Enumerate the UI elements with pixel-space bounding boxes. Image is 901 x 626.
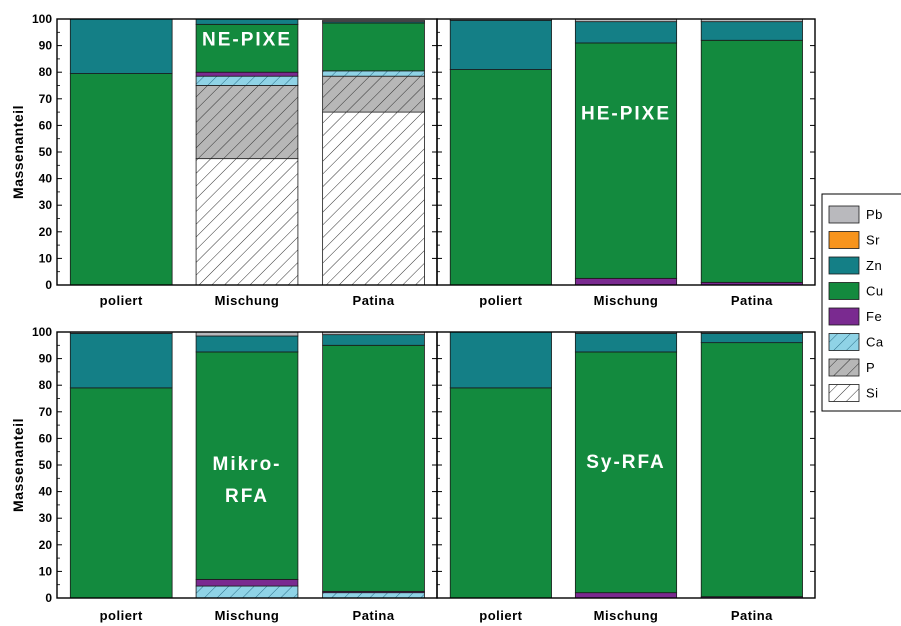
panel-title-he-pixe: HE-PIXE	[581, 104, 671, 125]
bar-segment-ne-pixe-patina-ca	[322, 70, 425, 77]
bar-segment-ne-pixe-poliert-cu	[69, 73, 173, 286]
bar-segment-mikro-rfa-mischung-fe	[195, 578, 299, 587]
bar-segment-sy-rfa-mischung-zn	[574, 332, 678, 353]
y-tick-label-ne-pixe-10: 10	[39, 251, 53, 265]
bar-segment-mikro-rfa-mischung-cu	[195, 351, 299, 580]
legend-label-sr: Sr	[866, 233, 880, 248]
bar-segment-sy-rfa-mischung-cu	[574, 351, 678, 594]
y-tick-label-mikro-rfa-20: 20	[39, 538, 53, 552]
x-tick-label-ne-pixe-mischung: Mischung	[215, 293, 280, 308]
bar-segment-he-pixe-mischung-zn	[574, 21, 678, 44]
y-tick-label-mikro-rfa-100: 100	[32, 325, 52, 339]
x-tick-label-sy-rfa-patina: Patina	[731, 608, 773, 623]
frames-layer	[56, 18, 816, 599]
bar-segment-ne-pixe-mischung-zn	[195, 18, 299, 25]
y-tick-label-ne-pixe-60: 60	[39, 118, 53, 132]
bar-segment-ne-pixe-patina-cu	[322, 22, 425, 72]
bar-segment-sy-rfa-poliert-zn	[449, 331, 552, 389]
y-tick-label-mikro-rfa-90: 90	[39, 352, 53, 366]
panel-title-mikro-rfa-line-1: Mikro-	[213, 454, 282, 475]
bar-segment-mikro-rfa-poliert-zn	[69, 332, 173, 389]
y-tick-label-mikro-rfa-70: 70	[39, 405, 53, 419]
bar-segment-ne-pixe-mischung-ca	[195, 75, 299, 86]
panel-title-ne-pixe: NE-PIXE	[202, 30, 292, 51]
legend-swatch-si	[828, 384, 860, 402]
x-tick-label-mikro-rfa-mischung: Mischung	[215, 608, 280, 623]
legend-swatch-sr	[828, 231, 860, 249]
y-tick-label-ne-pixe-40: 40	[39, 172, 53, 186]
panel-title-mikro-rfa-line-2: RFA	[225, 486, 269, 507]
bar-segment-mikro-rfa-mischung-zn	[195, 335, 299, 353]
legend-swatch-pb	[828, 205, 860, 224]
bar-segment-he-pixe-mischung-fe	[574, 277, 678, 286]
bar-segment-mikro-rfa-poliert-cu	[69, 387, 173, 599]
y-tick-label-ne-pixe-20: 20	[39, 225, 53, 239]
x-tick-label-he-pixe-patina: Patina	[731, 293, 773, 308]
y-axis-label-upper: Massenanteil	[10, 105, 26, 199]
legend-label-ca: Ca	[866, 335, 884, 350]
bar-segment-sy-rfa-patina-cu	[700, 342, 803, 598]
y-axis-label-lower: Massenanteil	[10, 418, 26, 512]
x-tick-label-ne-pixe-poliert: poliert	[100, 293, 143, 308]
y-tick-label-mikro-rfa-50: 50	[39, 458, 53, 472]
bar-segment-sy-rfa-poliert-cu	[449, 387, 552, 599]
legend-label-zn: Zn	[866, 258, 882, 273]
bar-segment-ne-pixe-patina-pb	[322, 19, 425, 23]
bar-segment-ne-pixe-mischung-p	[195, 85, 299, 160]
bar-segment-he-pixe-patina-cu	[700, 39, 803, 283]
legend: Pb Sr Zn Cu Fe Ca P Si	[821, 193, 901, 412]
y-tick-label-ne-pixe-90: 90	[39, 39, 53, 53]
y-tick-label-mikro-rfa-80: 80	[39, 378, 53, 392]
x-tick-label-ne-pixe-patina: Patina	[353, 293, 395, 308]
x-tick-label-sy-rfa-poliert: poliert	[479, 608, 522, 623]
bar-segment-mikro-rfa-mischung-ca	[195, 585, 299, 599]
legend-label-p: P	[866, 360, 875, 375]
bar-segment-ne-pixe-mischung-fe	[195, 71, 299, 77]
bar-segment-ne-pixe-mischung-si	[195, 158, 299, 286]
text-layer: Massenanteil Massenanteil poliert Mischung P…	[10, 12, 773, 623]
x-tick-label-mikro-rfa-patina: Patina	[353, 608, 395, 623]
bar-segment-ne-pixe-poliert-zn	[69, 18, 173, 74]
y-tick-label-ne-pixe-30: 30	[39, 198, 53, 212]
bar-segment-ne-pixe-patina-p	[322, 75, 425, 113]
y-tick-label-mikro-rfa-0: 0	[45, 591, 52, 605]
bar-segment-ne-pixe-patina-si	[322, 111, 425, 286]
legend-label-si: Si	[866, 386, 879, 401]
bar-segment-sy-rfa-mischung-fe	[574, 592, 678, 599]
bar-segment-he-pixe-mischung-cu	[574, 42, 678, 279]
y-tick-label-ne-pixe-0: 0	[45, 278, 52, 292]
bar-segment-mikro-rfa-patina-cu	[322, 344, 425, 592]
bar-segment-mikro-rfa-patina-zn	[322, 334, 425, 346]
legend-swatch-ca	[828, 333, 860, 351]
y-tick-label-mikro-rfa-60: 60	[39, 431, 53, 445]
y-tick-label-mikro-rfa-10: 10	[39, 564, 53, 578]
bar-segment-he-pixe-patina-zn	[700, 21, 803, 41]
legend-label-cu: Cu	[866, 284, 884, 299]
legend-swatch-zn	[828, 256, 860, 275]
y-tick-label-mikro-rfa-30: 30	[39, 511, 53, 525]
bar-segment-he-pixe-poliert-cu	[449, 69, 552, 286]
legend-swatch-cu	[828, 282, 860, 300]
y-tick-label-mikro-rfa-40: 40	[39, 485, 53, 499]
x-tick-label-he-pixe-poliert: poliert	[479, 293, 522, 308]
y-tick-label-ne-pixe-100: 100	[32, 12, 52, 26]
legend-label-pb: Pb	[866, 207, 883, 222]
legend-swatch-fe	[828, 307, 860, 326]
legend-swatch-p	[828, 358, 860, 377]
x-tick-label-mikro-rfa-poliert: poliert	[100, 608, 143, 623]
bar-segment-he-pixe-poliert-zn	[449, 19, 552, 70]
legend-label-fe: Fe	[866, 309, 882, 324]
bar-segment-sy-rfa-patina-zn	[700, 332, 803, 344]
panel-title-sy-rfa: Sy-RFA	[586, 452, 666, 473]
x-tick-label-he-pixe-mischung: Mischung	[594, 293, 659, 308]
x-tick-label-sy-rfa-mischung: Mischung	[594, 608, 659, 623]
y-tick-label-ne-pixe-80: 80	[39, 65, 53, 79]
y-tick-label-ne-pixe-50: 50	[39, 145, 53, 159]
bar-segment-mikro-rfa-patina-ca	[322, 592, 425, 599]
y-tick-label-ne-pixe-70: 70	[39, 92, 53, 106]
legend-box	[821, 193, 901, 412]
